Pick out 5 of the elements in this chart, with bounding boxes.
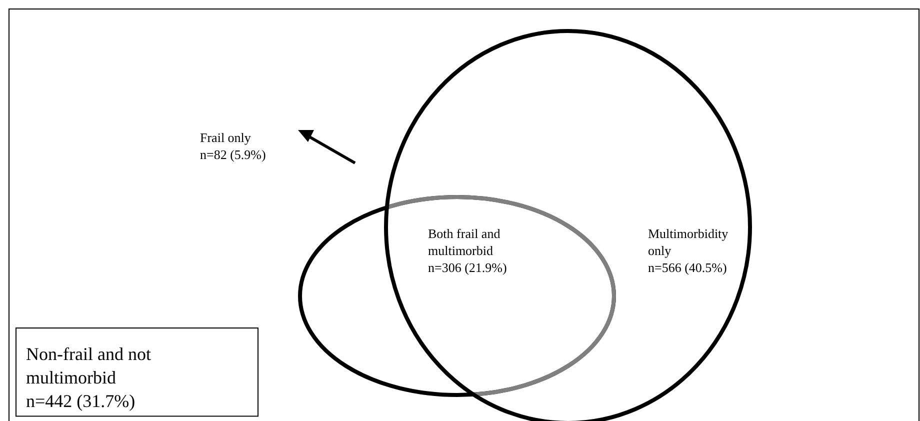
data-label: n=82 (5.9%)	[200, 146, 266, 162]
data-label: n=306 (21.9%)	[428, 260, 507, 275]
category-label: Frail only	[200, 130, 252, 145]
data-label: n=442 (31.7%)	[26, 390, 136, 411]
data-label: n=566 (40.5%)	[648, 260, 727, 275]
